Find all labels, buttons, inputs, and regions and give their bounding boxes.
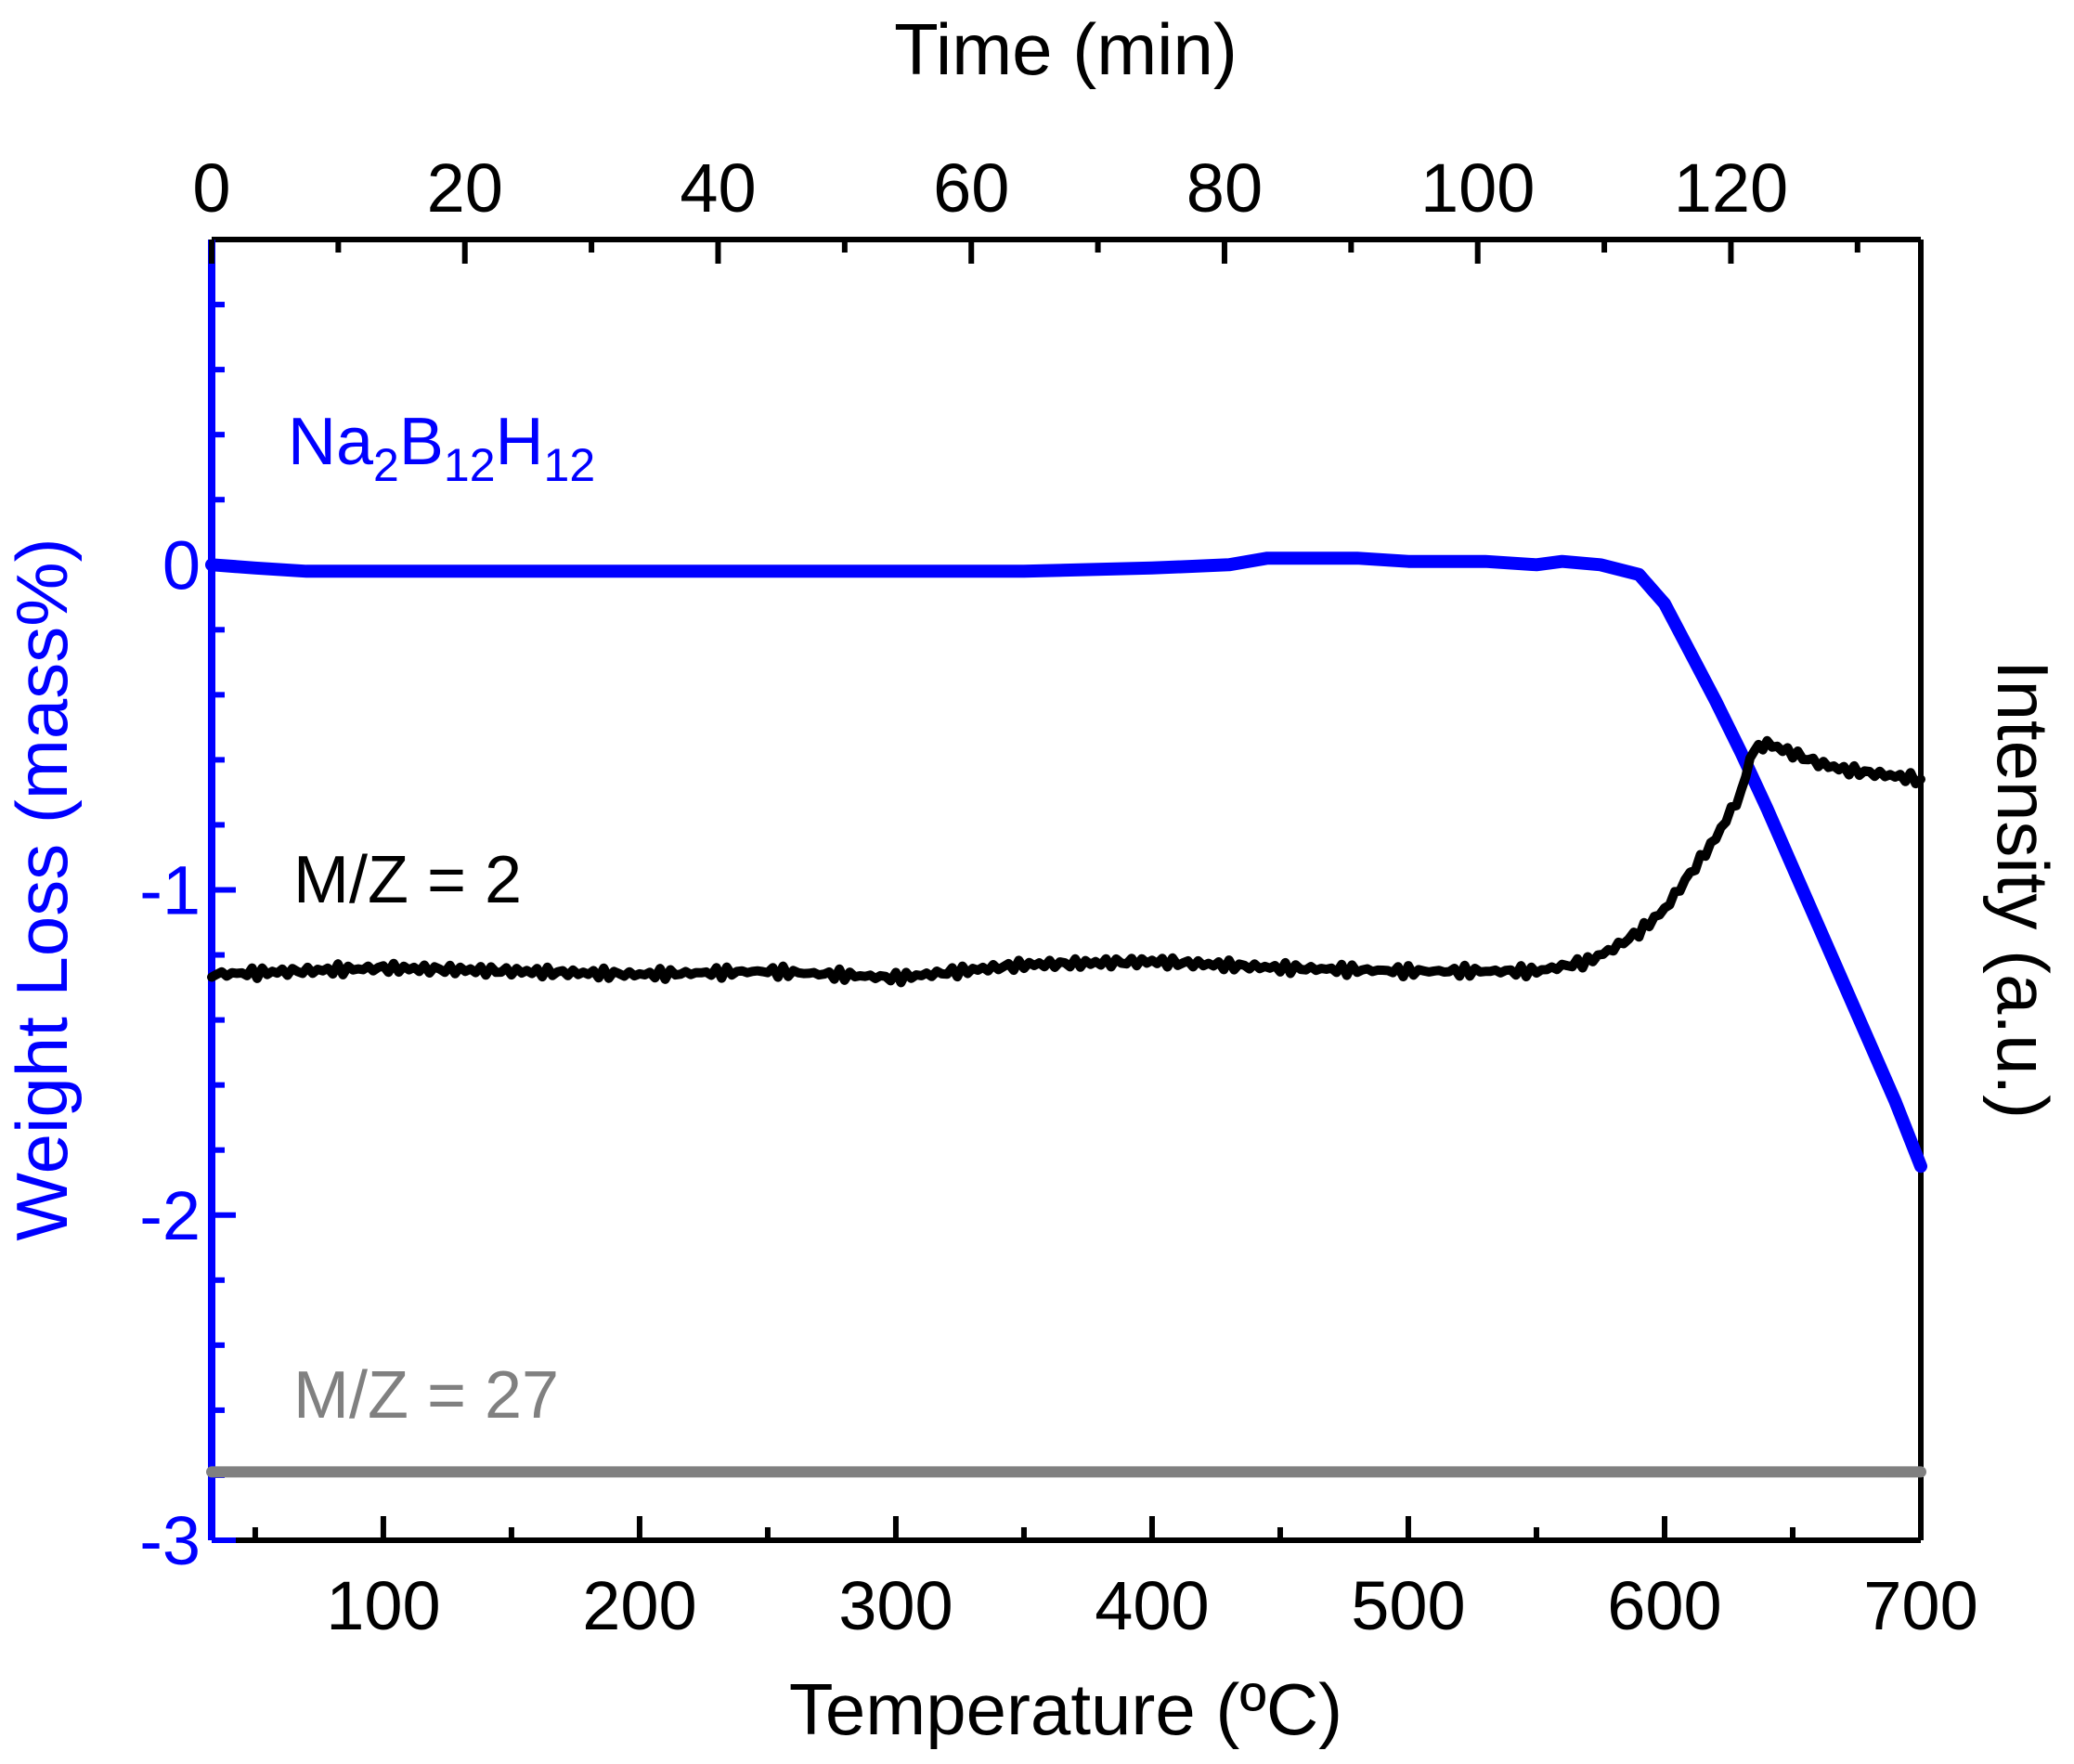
x-top-tick-label-120: 120 (1674, 149, 1788, 227)
y-left-tick-label--3: -3 (139, 1502, 201, 1579)
sample-label-b: B (399, 405, 444, 479)
mz27-label: M/Z = 27 (293, 1358, 559, 1433)
x-bottom-tick-label-600: 600 (1607, 1567, 1721, 1644)
sample-label-sub3: 12 (544, 439, 596, 491)
mz2-label: M/Z = 2 (293, 843, 522, 917)
x-top-tick-label-0: 0 (192, 149, 230, 227)
x-bottom-tick-label-700: 700 (1863, 1567, 1977, 1644)
sample-label-h: H (496, 405, 544, 479)
top-axis-title: Time (min) (894, 8, 1238, 90)
y-left-tick-label--1: -1 (139, 852, 201, 929)
x-bottom-tick-label-300: 300 (838, 1567, 953, 1644)
series-line-0 (205, 551, 1927, 1174)
x-top-tick-label-20: 20 (427, 149, 503, 227)
x-bottom-tick-label-200: 200 (582, 1567, 696, 1644)
sample-label-sub2: 12 (444, 439, 496, 491)
left-axis-title: Weight Loss (mass%) (1, 538, 83, 1240)
x-top-tick-label-80: 80 (1186, 149, 1263, 227)
x-bottom-tick-label-400: 400 (1095, 1567, 1209, 1644)
bottom-axis-title: Temperature (ºC) (789, 1668, 1342, 1750)
y-left-tick-label--2: -2 (139, 1177, 201, 1254)
right-axis-title: Intensity (a.u.) (1982, 660, 2064, 1119)
x-top-tick-label-40: 40 (680, 149, 756, 227)
series-line-1 (207, 735, 1925, 988)
sample-label-na: Na (288, 405, 374, 479)
x-top-tick-label-60: 60 (933, 149, 1009, 227)
sample-label-sub1: 2 (373, 439, 399, 491)
sample-label: Na2B12H12 (288, 405, 595, 491)
y-left-tick-label-0: 0 (162, 526, 201, 603)
x-bottom-tick-label-100: 100 (326, 1567, 440, 1644)
x-top-tick-label-100: 100 (1420, 149, 1535, 227)
x-bottom-tick-label-500: 500 (1351, 1567, 1465, 1644)
